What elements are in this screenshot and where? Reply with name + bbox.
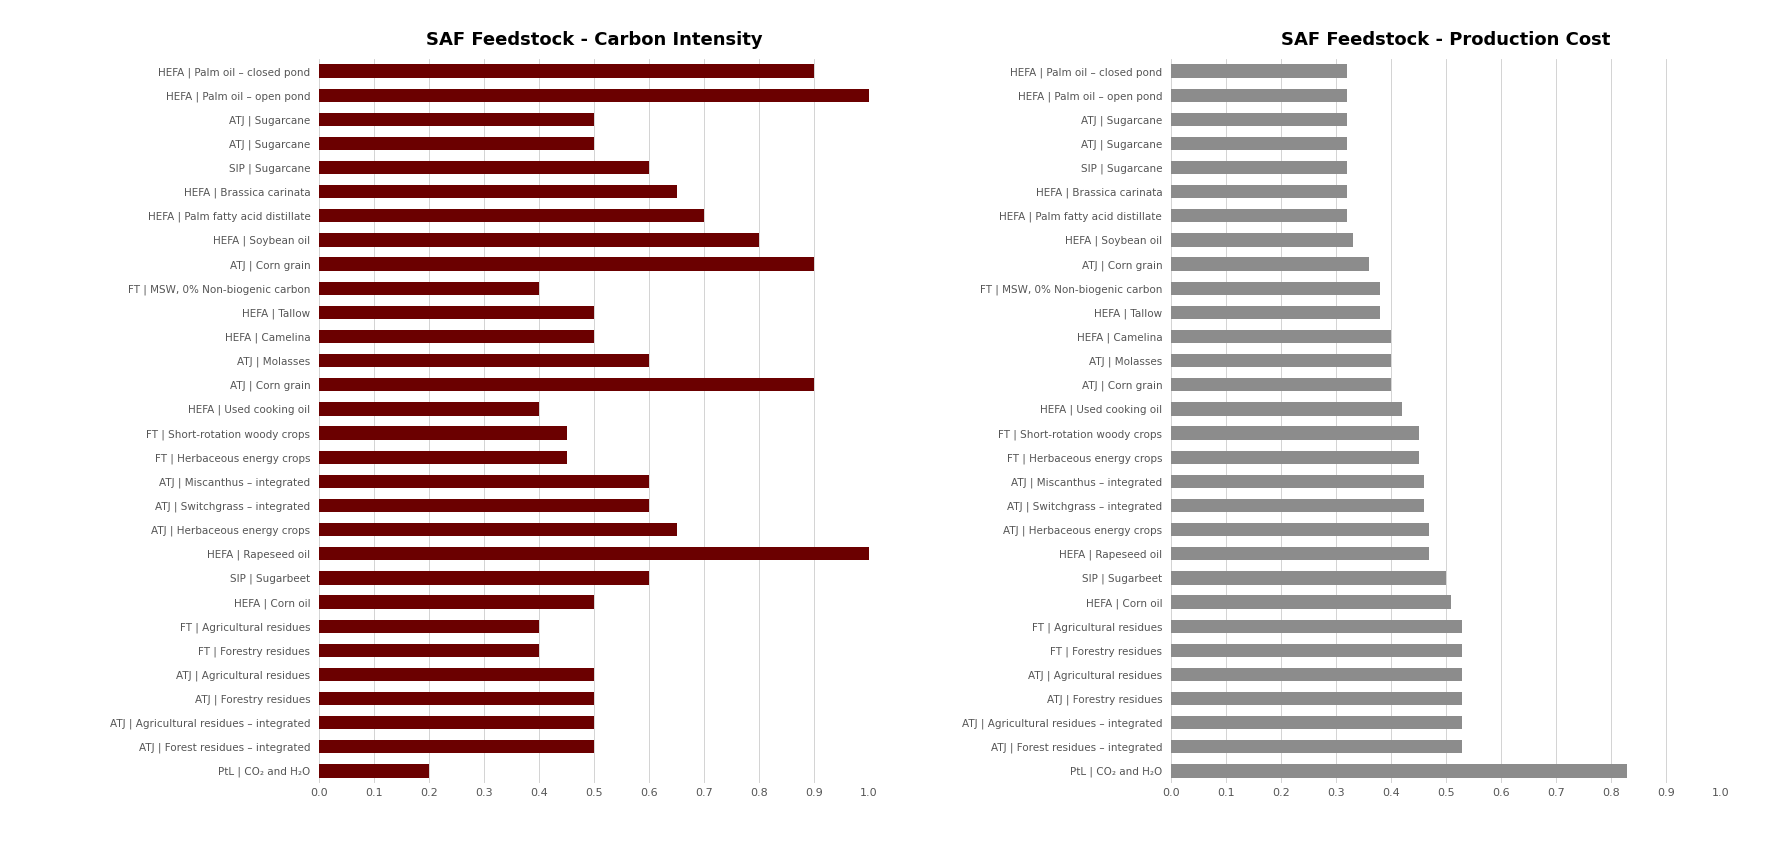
Bar [1170,595,1450,609]
Bar [319,354,649,367]
Bar [319,306,594,319]
Bar [319,571,649,584]
Bar [319,161,649,174]
Bar [319,185,676,199]
Bar [1170,692,1461,706]
Bar [1170,523,1429,536]
Bar [1170,716,1461,729]
Bar [319,88,869,102]
Bar [319,498,649,512]
Bar [319,668,594,681]
Bar [1170,88,1346,102]
Bar [319,330,594,344]
Bar [319,64,814,77]
Bar [319,475,649,488]
Bar [1170,740,1461,754]
Bar [1170,765,1626,778]
Bar [319,136,594,150]
Bar [319,281,539,295]
Bar [1170,354,1390,367]
Bar [1170,402,1401,416]
Bar [1170,281,1379,295]
Bar [1170,330,1390,344]
Bar [1170,668,1461,681]
Bar [319,258,814,271]
Bar [319,765,429,778]
Bar [1170,426,1418,440]
Bar [319,402,539,416]
Title: SAF Feedstock - Production Cost: SAF Feedstock - Production Cost [1280,31,1610,49]
Title: SAF Feedstock - Carbon Intensity: SAF Feedstock - Carbon Intensity [426,31,762,49]
Bar [319,620,539,633]
Bar [1170,498,1424,512]
Bar [1170,306,1379,319]
Bar [319,450,566,464]
Bar [1170,64,1346,77]
Bar [319,233,759,247]
Bar [319,113,594,126]
Bar [1170,475,1424,488]
Bar [319,740,594,754]
Bar [319,209,704,222]
Bar [1170,185,1346,199]
Bar [319,426,566,440]
Bar [1170,209,1346,222]
Bar [1170,136,1346,150]
Bar [319,547,869,561]
Bar [319,643,539,657]
Bar [1170,161,1346,174]
Bar [1170,643,1461,657]
Bar [319,716,594,729]
Bar [319,523,676,536]
Bar [319,595,594,609]
Bar [1170,571,1445,584]
Bar [1170,113,1346,126]
Bar [1170,620,1461,633]
Bar [1170,547,1429,561]
Bar [1170,258,1369,271]
Bar [1170,233,1351,247]
Bar [1170,378,1390,392]
Bar [1170,450,1418,464]
Bar [319,692,594,706]
Bar [319,378,814,392]
